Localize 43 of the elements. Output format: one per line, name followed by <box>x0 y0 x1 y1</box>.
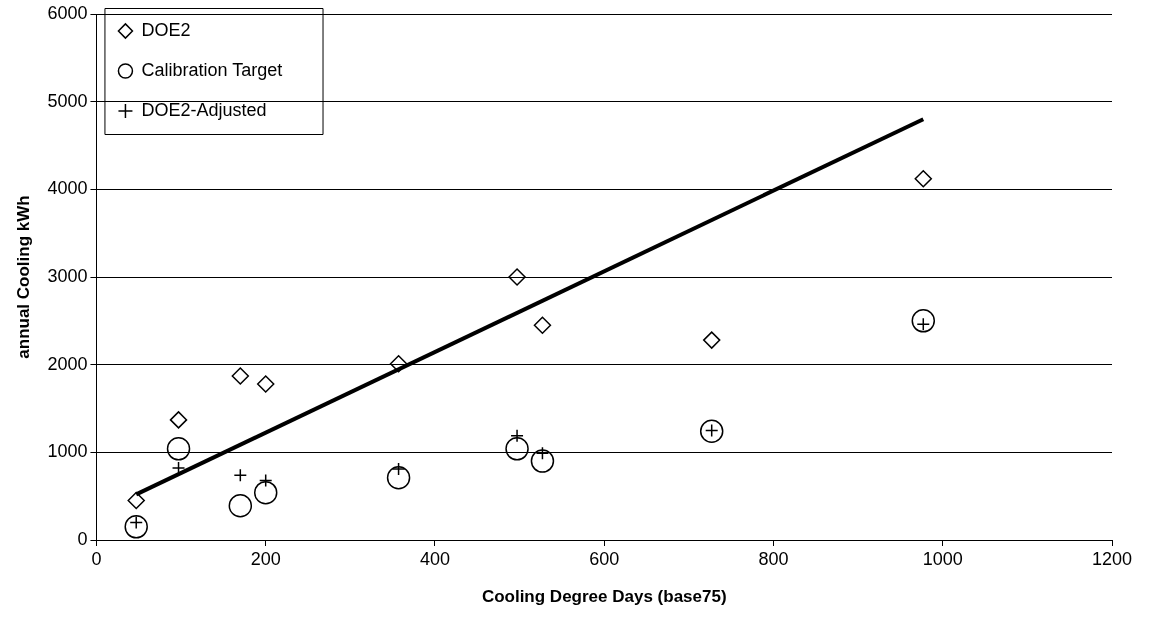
x-tick-label: 1200 <box>1091 548 1133 569</box>
y-tick-label: 3000 <box>47 265 88 286</box>
y-axis-title: annual Cooling kWh <box>13 195 33 359</box>
y-tick-label: 6000 <box>47 2 88 23</box>
x-tick-label: 800 <box>758 548 789 569</box>
point <box>391 462 406 476</box>
point <box>253 480 278 505</box>
point <box>127 491 145 510</box>
point <box>702 331 721 349</box>
point <box>530 449 555 473</box>
legend-label: DOE2 <box>141 19 191 40</box>
point <box>256 375 275 393</box>
legend-label: Calibration Target <box>141 59 283 80</box>
point <box>233 468 248 482</box>
point <box>231 367 250 385</box>
x-tick-label: 0 <box>91 548 102 569</box>
point <box>508 268 526 286</box>
x-axis-title: Cooling Degree Days (base75) <box>481 587 727 607</box>
point <box>228 494 253 518</box>
y-tick-label: 4000 <box>47 178 88 199</box>
y-tick-label: 0 <box>77 528 88 549</box>
point <box>171 461 186 475</box>
point <box>258 473 273 488</box>
y-tick-label: 1000 <box>47 441 88 462</box>
point <box>914 170 933 188</box>
point <box>535 446 550 460</box>
point <box>124 515 148 539</box>
x-tick-label: 600 <box>589 548 620 569</box>
point <box>911 309 936 333</box>
legend-label: DOE2-Adjusted <box>141 99 267 120</box>
point <box>533 316 552 334</box>
point <box>386 466 411 490</box>
y-tick-label: 2000 <box>47 353 88 374</box>
point <box>505 437 529 461</box>
y-tick-label: 5000 <box>47 90 88 111</box>
x-tick-label: 400 <box>419 548 450 569</box>
point <box>166 437 191 461</box>
point <box>169 411 188 429</box>
x-tick-label: 200 <box>250 548 281 569</box>
point <box>510 428 524 443</box>
point <box>389 355 408 373</box>
point <box>699 419 724 444</box>
x-tick-label: 1000 <box>922 548 963 569</box>
